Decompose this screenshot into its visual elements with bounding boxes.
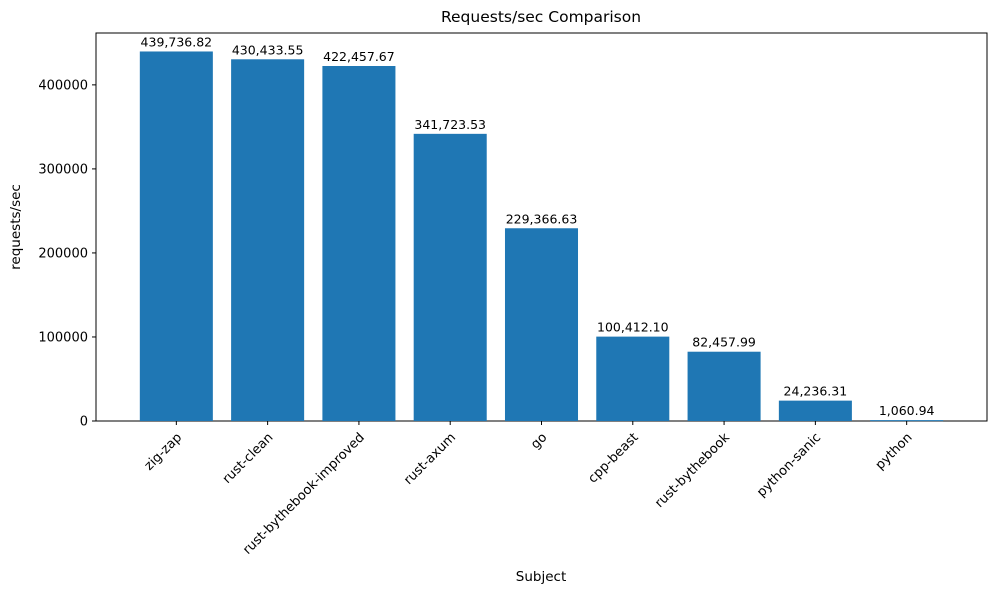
x-tick-label: python	[873, 430, 916, 473]
x-tick-label: go	[528, 430, 550, 452]
bar-value-label: 341,723.53	[414, 117, 486, 132]
x-tick-label: zig-zap	[142, 430, 185, 473]
bar	[322, 66, 396, 421]
x-tick-label: python-sanic	[754, 430, 824, 500]
bar	[413, 133, 487, 421]
y-tick-label: 100000	[38, 330, 88, 345]
bar-value-label: 1,060.94	[879, 403, 935, 418]
x-axis-label: Subject	[516, 569, 566, 585]
y-tick-label: 400000	[38, 78, 88, 93]
bar	[504, 228, 579, 421]
bar-value-label: 82,457.99	[692, 335, 756, 350]
y-tick-label: 0	[80, 415, 88, 430]
bar-value-label: 439,736.82	[141, 34, 213, 49]
chart-title: Requests/sec Comparison	[441, 8, 641, 26]
value-labels-group: 439,736.82 430,433.55 422,457.67 341,723.53…	[141, 34, 935, 418]
y-tick-label: 200000	[38, 246, 88, 261]
y-axis-ticks-group: 0 100000 200000 300000 400000	[38, 78, 96, 430]
bars-group	[139, 51, 944, 422]
bar	[870, 420, 944, 422]
bar	[687, 351, 761, 421]
bar-value-label: 100,412.10	[597, 320, 669, 335]
x-axis-ticks-group: zig-zap rust-cleanrust-bythebook-improved…	[142, 421, 916, 558]
bar-value-label: 229,366.63	[506, 211, 578, 226]
y-axis-label: requests/sec	[8, 184, 24, 270]
x-tick-label: rust-axum	[401, 430, 459, 488]
bar-value-label: 430,433.55	[232, 42, 304, 57]
bar	[139, 51, 213, 421]
x-tick-label: rust-clean	[220, 430, 277, 487]
bar	[778, 400, 852, 421]
bar-value-label: 24,236.31	[784, 384, 848, 399]
x-tick-label: rust-bythebook	[652, 430, 733, 511]
bar	[596, 336, 670, 421]
bar-value-label: 422,457.67	[323, 49, 395, 64]
y-tick-label: 300000	[38, 162, 88, 177]
x-tick-label: cpp-beast	[585, 430, 641, 486]
bar	[231, 59, 305, 421]
